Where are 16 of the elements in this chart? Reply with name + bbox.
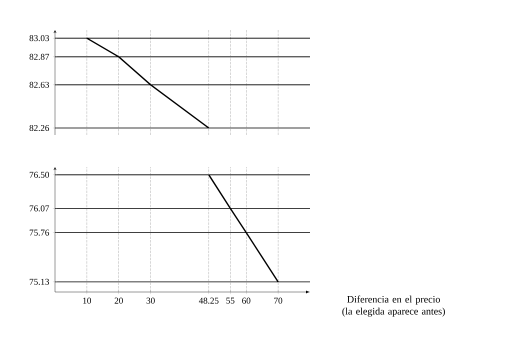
x-tick-label: 30 [146,298,155,304]
y-tick-label: 83.03 [30,35,50,42]
x-tick-label: 48.25 [198,298,219,304]
x-tick-label: 55 [226,298,234,304]
y-tick-label: 76.07 [30,205,50,212]
y-tick-label: 82.87 [30,54,50,60]
y-tick-label: 82.26 [30,124,50,132]
x-tick-label: 60 [242,298,250,304]
y-tick-label: 76.50 [30,172,50,178]
y-tick-label: 75.13 [30,278,50,285]
x-axis-title: Diferencia en el precio (la elegida aparece antes) [342,296,445,317]
y-tick-label: 75.76 [30,230,50,236]
x-tick-label: 10 [83,298,92,304]
x-tick-label: 20 [114,298,123,304]
x-tick-label: 70 [274,298,282,304]
y-tick-label: 82.63 [30,82,50,88]
